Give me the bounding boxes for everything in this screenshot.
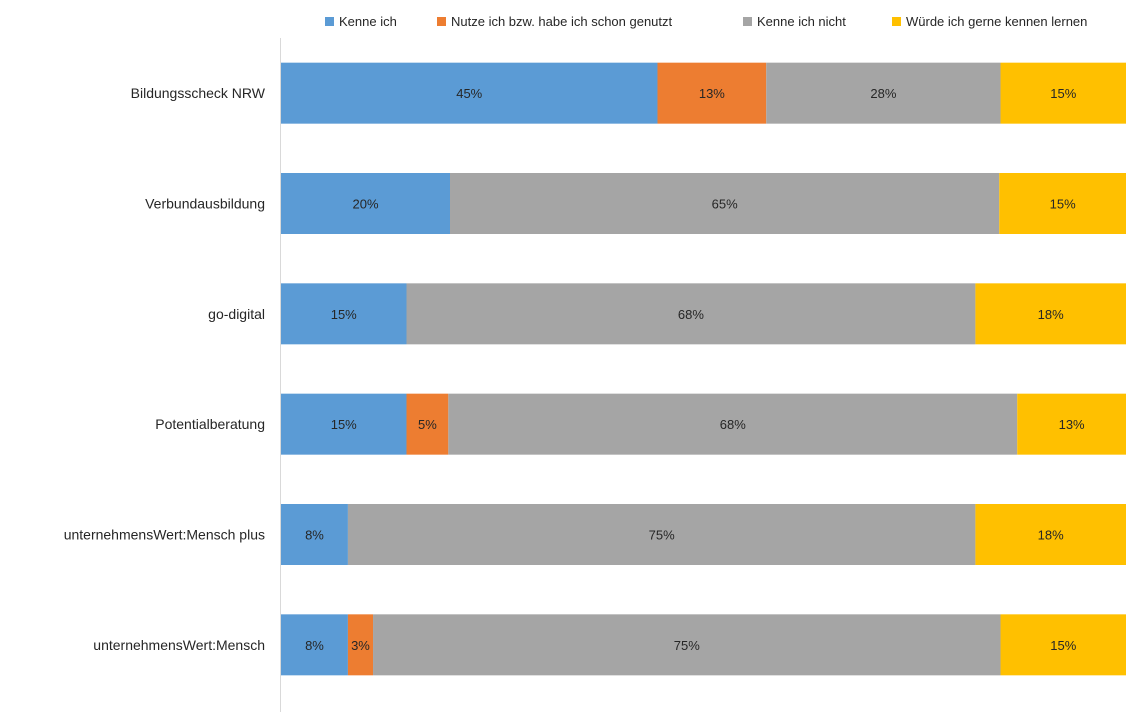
- data-label-nutze-ich-bzw-habe-ich-schon-genutzt-potentialberatung: 5%: [418, 417, 437, 432]
- legend-swatch-nutze-ich: [437, 17, 446, 26]
- category-label-go-digital: go-digital: [208, 306, 265, 322]
- bar-segment-kenne-ich-unternehmenswert-mensch-plus: [281, 504, 348, 565]
- category-label-unternehmenswert-mensch: unternehmensWert:Mensch: [93, 637, 265, 653]
- data-label-w-rde-ich-gerne-kennen-lernen-verbundausbildung: 15%: [1050, 197, 1076, 212]
- legend-label-kenne-ich-nicht: Kenne ich nicht: [757, 14, 846, 29]
- bar-segment-kenne-ich-potentialberatung: [281, 393, 407, 455]
- legend-label-kenne-ich: Kenne ich: [339, 14, 397, 29]
- data-label-kenne-ich-go-digital: 15%: [331, 307, 357, 322]
- bar-segment-nutze-ich-bzw-habe-ich-schon-genutzt-bildungsscheck-nrw: [657, 62, 767, 124]
- bar-segment-w-rde-ich-gerne-kennen-lernen-bildungsscheck-nrw: [1000, 62, 1126, 124]
- data-label-kenne-ich-unternehmenswert-mensch: 8%: [305, 638, 324, 653]
- legend-item-nutze-ich: Nutze ich bzw. habe ich schon genutzt: [437, 14, 672, 29]
- legend-swatch-kenne-ich-nicht: [743, 17, 752, 26]
- data-label-kenne-ich-nicht-bildungsscheck-nrw: 28%: [870, 86, 896, 101]
- bar-segment-w-rde-ich-gerne-kennen-lernen-go-digital: [975, 283, 1126, 345]
- data-label-kenne-ich-verbundausbildung: 20%: [352, 197, 378, 212]
- data-label-kenne-ich-nicht-unternehmenswert-mensch: 75%: [674, 638, 700, 653]
- bar-segment-kenne-ich-bildungsscheck-nrw: [281, 62, 658, 124]
- legend-item-kenne-ich: Kenne ich: [325, 14, 397, 29]
- bar-segment-w-rde-ich-gerne-kennen-lernen-potentialberatung: [1017, 393, 1126, 455]
- legend-item-kenne-ich-nicht: Kenne ich nicht: [743, 14, 846, 29]
- data-label-w-rde-ich-gerne-kennen-lernen-bildungsscheck-nrw: 15%: [1050, 86, 1076, 101]
- category-label-unternehmenswert-mensch-plus: unternehmensWert:Mensch plus: [64, 527, 265, 543]
- bar-segment-kenne-ich-nicht-verbundausbildung: [450, 173, 1000, 234]
- data-label-w-rde-ich-gerne-kennen-lernen-potentialberatung: 13%: [1059, 417, 1085, 432]
- bar-segment-kenne-ich-go-digital: [281, 283, 407, 345]
- data-label-kenne-ich-nicht-unternehmenswert-mensch-plus: 75%: [649, 528, 675, 543]
- legend-item-wuerde-ich-gerne: Würde ich gerne kennen lernen: [892, 14, 1087, 29]
- bar-segment-kenne-ich-nicht-potentialberatung: [448, 393, 1018, 455]
- data-label-w-rde-ich-gerne-kennen-lernen-unternehmenswert-mensch: 15%: [1050, 638, 1076, 653]
- bar-segment-nutze-ich-bzw-habe-ich-schon-genutzt-unternehmenswert-mensch: [347, 614, 374, 676]
- data-label-nutze-ich-bzw-habe-ich-schon-genutzt-bildungsscheck-nrw: 13%: [699, 86, 725, 101]
- legend-swatch-wuerde-ich-gerne: [892, 17, 901, 26]
- data-label-kenne-ich-potentialberatung: 15%: [331, 417, 357, 432]
- category-label-verbundausbildung: Verbundausbildung: [145, 196, 265, 212]
- data-label-kenne-ich-bildungsscheck-nrw: 45%: [456, 86, 482, 101]
- bar-segment-kenne-ich-nicht-unternehmenswert-mensch: [373, 614, 1001, 676]
- data-label-kenne-ich-nicht-verbundausbildung: 65%: [712, 197, 738, 212]
- category-label-potentialberatung: Potentialberatung: [155, 416, 265, 432]
- legend-swatch-kenne-ich: [325, 17, 334, 26]
- data-label-w-rde-ich-gerne-kennen-lernen-unternehmenswert-mensch-plus: 18%: [1038, 528, 1064, 543]
- bar-segment-kenne-ich-nicht-go-digital: [406, 283, 976, 345]
- data-label-kenne-ich-nicht-potentialberatung: 68%: [720, 417, 746, 432]
- bar-segment-nutze-ich-bzw-habe-ich-schon-genutzt-potentialberatung: [406, 393, 449, 455]
- data-label-nutze-ich-bzw-habe-ich-schon-genutzt-unternehmenswert-mensch: 3%: [351, 638, 370, 653]
- bar-segment-kenne-ich-verbundausbildung: [281, 173, 450, 234]
- category-label-bildungsscheck-nrw: Bildungsscheck NRW: [131, 85, 266, 101]
- bar-segment-kenne-ich-unternehmenswert-mensch: [281, 614, 348, 676]
- bar-segment-w-rde-ich-gerne-kennen-lernen-unternehmenswert-mensch-plus: [975, 504, 1126, 565]
- data-label-kenne-ich-unternehmenswert-mensch-plus: 8%: [305, 528, 324, 543]
- data-label-kenne-ich-nicht-go-digital: 68%: [678, 307, 704, 322]
- bar-segment-kenne-ich-nicht-bildungsscheck-nrw: [766, 62, 1001, 124]
- bar-segment-w-rde-ich-gerne-kennen-lernen-verbundausbildung: [999, 173, 1126, 234]
- legend-label-wuerde-ich-gerne: Würde ich gerne kennen lernen: [906, 14, 1088, 29]
- bar-segment-kenne-ich-nicht-unternehmenswert-mensch-plus: [347, 504, 976, 565]
- bar-segment-w-rde-ich-gerne-kennen-lernen-unternehmenswert-mensch: [1000, 614, 1126, 676]
- data-label-w-rde-ich-gerne-kennen-lernen-go-digital: 18%: [1038, 307, 1064, 322]
- chart-legend: Kenne ich Nutze ich bzw. habe ich schon …: [0, 14, 1131, 34]
- legend-label-nutze-ich: Nutze ich bzw. habe ich schon genutzt: [451, 14, 673, 29]
